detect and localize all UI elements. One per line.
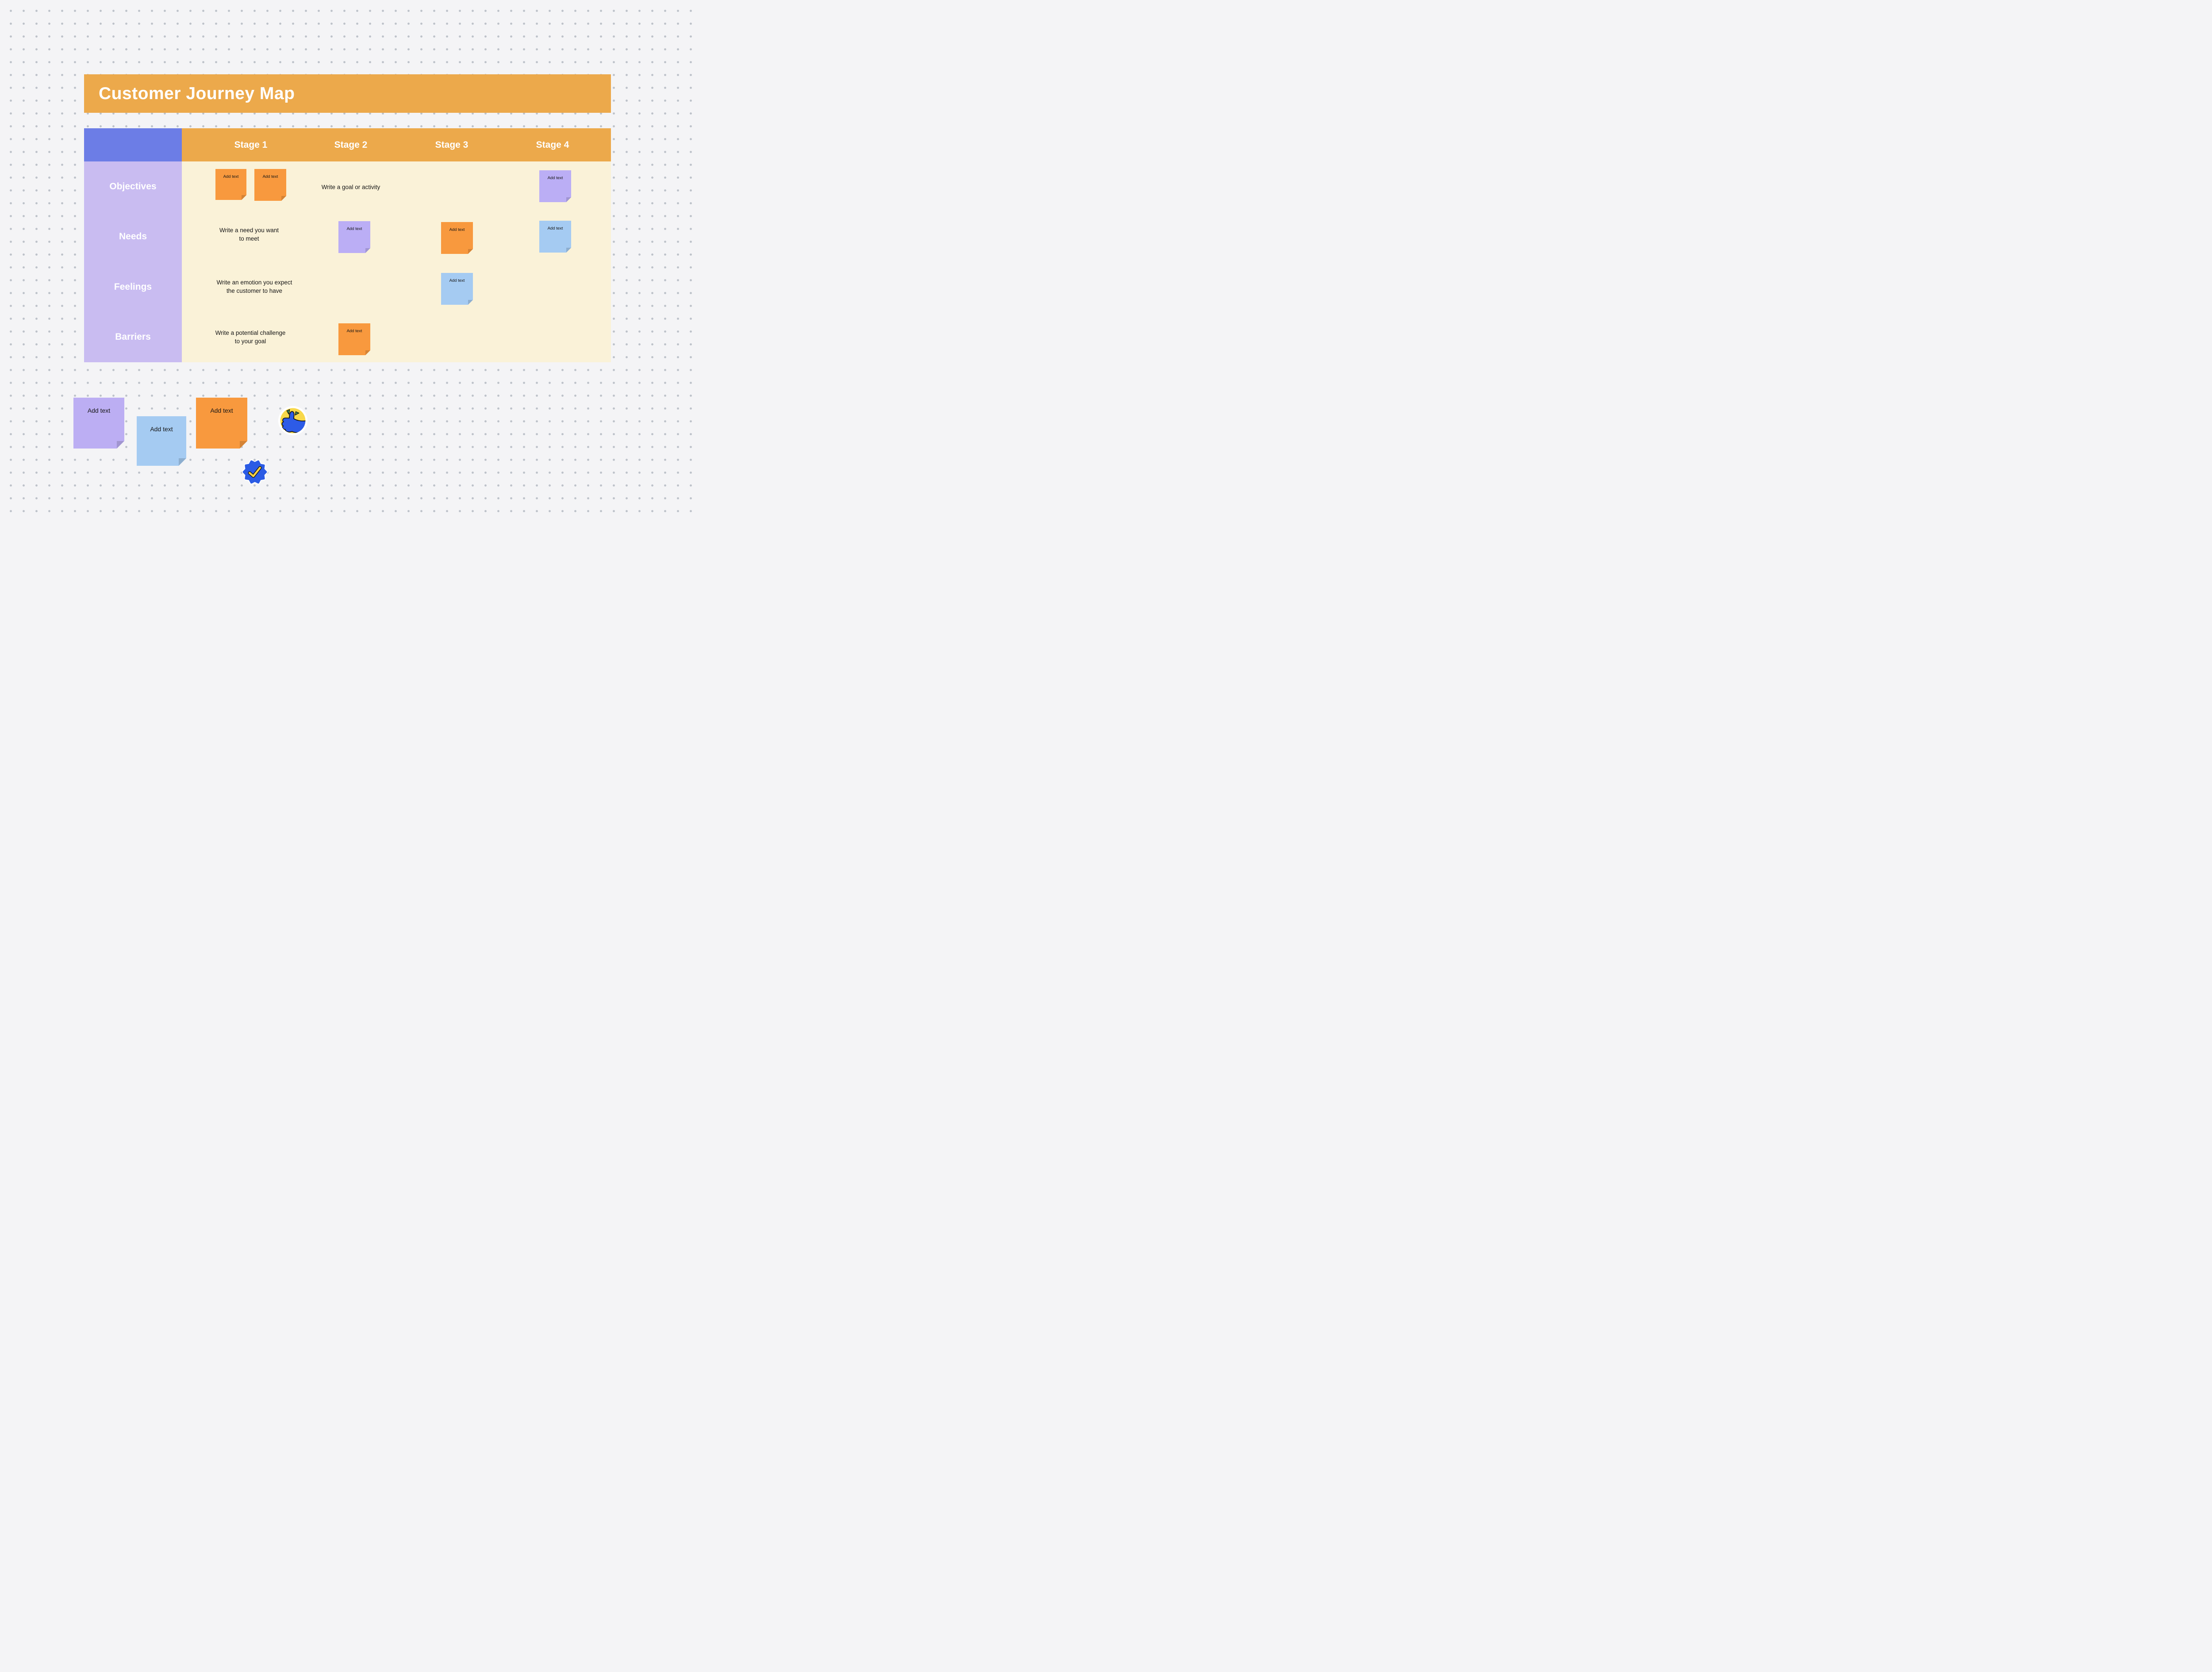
- folded-corner: [365, 248, 370, 253]
- row-label-barriers: Barriers: [115, 332, 151, 342]
- check-badge-icon: [242, 459, 268, 485]
- sticky-note-needs-stage2[interactable]: Add text: [338, 221, 370, 253]
- row-label-needs: Needs: [119, 231, 147, 242]
- row-label-objectives: Objectives: [109, 181, 157, 192]
- sticky-note-feelings-stage3[interactable]: Add text: [441, 273, 473, 305]
- table-corner-cell: [84, 128, 182, 161]
- stage-4-header: Stage 4: [536, 140, 569, 150]
- sticky-text: Add text: [449, 227, 465, 232]
- stage-2-header: Stage 2: [334, 140, 368, 150]
- folded-corner: [281, 196, 286, 201]
- loose-sticky-orange[interactable]: Add text: [196, 398, 247, 449]
- sticky-note-needs-stage3[interactable]: Add text: [441, 222, 473, 254]
- row-label-panel: Objectives Needs Feelings Barriers: [84, 161, 182, 362]
- prompt-need: Write a need you want to meet: [219, 227, 279, 242]
- sticky-note-objectives-stage1-a[interactable]: Add text: [215, 169, 246, 200]
- sticky-text: Add text: [87, 407, 111, 414]
- sticky-text: Add text: [547, 176, 563, 180]
- stage-1-header: Stage 1: [234, 140, 268, 150]
- whiteboard-canvas: Customer Journey Map Stage 1 Stage 2 Sta…: [0, 0, 694, 520]
- sticky-note-objectives-stage1-b[interactable]: Add text: [254, 169, 286, 201]
- thumbs-up-sticker[interactable]: [278, 406, 307, 435]
- loose-sticky-blue[interactable]: Add text: [137, 416, 186, 466]
- stage-header-row: Stage 1 Stage 2 Stage 3 Stage 4: [182, 128, 611, 161]
- folded-corner: [566, 248, 571, 253]
- prompt-challenge: Write a potential challenge to your goal: [215, 330, 286, 345]
- prompt-emotion: Write an emotion you expect the customer…: [216, 279, 292, 294]
- stage-3-header: Stage 3: [435, 140, 469, 150]
- sticky-text: Add text: [547, 226, 563, 231]
- thumbs-up-icon: [278, 406, 307, 435]
- sticky-text: Add text: [223, 174, 239, 179]
- folded-corner: [468, 249, 473, 254]
- sticky-text: Add text: [449, 278, 465, 283]
- folded-corner: [242, 195, 246, 200]
- prompt-goal: Write a goal or activity: [321, 184, 380, 191]
- row-label-feelings: Feelings: [114, 282, 152, 292]
- loose-sticky-purple[interactable]: Add text: [73, 398, 124, 449]
- sticky-text: Add text: [262, 174, 278, 179]
- check-badge-sticker[interactable]: [242, 459, 268, 485]
- sticky-text: Add text: [210, 407, 233, 414]
- folded-corner: [365, 350, 370, 355]
- folded-corner: [566, 197, 571, 202]
- sticky-text: Add text: [150, 426, 173, 433]
- board-title: Customer Journey Map: [99, 84, 295, 103]
- sticky-text: Add text: [346, 329, 362, 334]
- sticky-text: Add text: [346, 226, 362, 231]
- sticky-note-objectives-stage4[interactable]: Add text: [539, 170, 571, 202]
- sticky-note-needs-stage4[interactable]: Add text: [539, 221, 571, 253]
- title-banner: Customer Journey Map: [84, 74, 611, 113]
- folded-corner: [468, 300, 473, 305]
- sticky-note-barriers-stage2[interactable]: Add text: [338, 323, 370, 355]
